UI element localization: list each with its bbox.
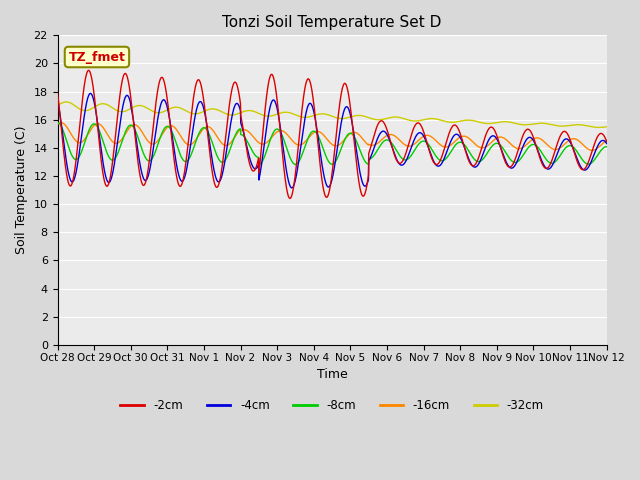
Title: Tonzi Soil Temperature Set D: Tonzi Soil Temperature Set D	[222, 15, 442, 30]
Legend: -2cm, -4cm, -8cm, -16cm, -32cm: -2cm, -4cm, -8cm, -16cm, -32cm	[116, 394, 548, 416]
Y-axis label: Soil Temperature (C): Soil Temperature (C)	[15, 126, 28, 254]
X-axis label: Time: Time	[317, 368, 348, 381]
Text: TZ_fmet: TZ_fmet	[68, 50, 125, 63]
